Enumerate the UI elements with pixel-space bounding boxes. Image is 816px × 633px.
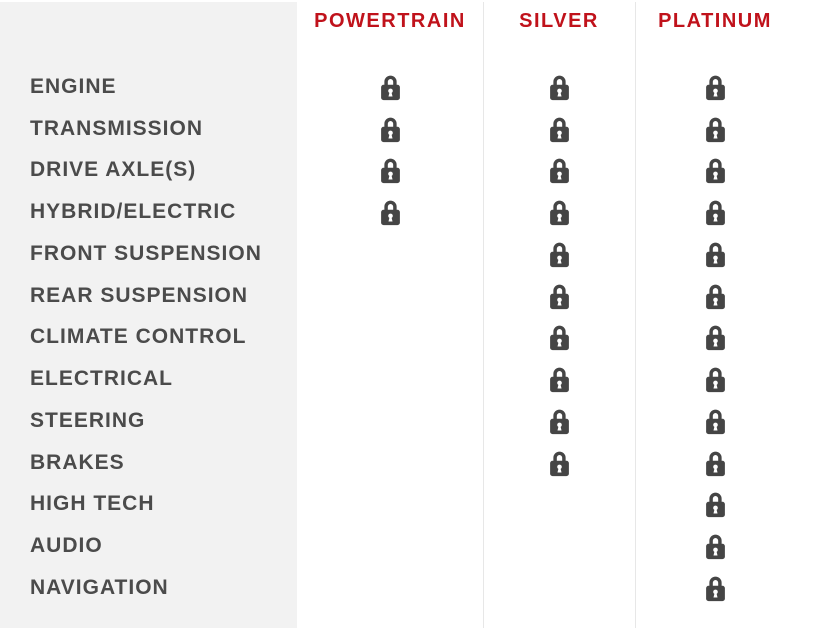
column-divider — [635, 2, 636, 628]
coverage-cell-platinum — [635, 108, 795, 150]
coverage-cell-silver — [483, 275, 635, 317]
coverage-cell-platinum — [635, 567, 795, 609]
coverage-cell-powertrain — [297, 108, 483, 150]
lock-icon — [705, 576, 725, 602]
row-label: ELECTRICAL — [30, 367, 173, 391]
coverage-cell-powertrain — [297, 233, 483, 275]
coverage-cell-silver — [483, 317, 635, 359]
label-column-background — [0, 2, 297, 628]
lock-icon — [705, 117, 725, 142]
coverage-cell-silver — [483, 525, 635, 567]
coverage-cell-platinum — [635, 150, 795, 192]
coverage-cell-powertrain — [297, 525, 483, 567]
row-label: STEERING — [30, 408, 146, 432]
lock-icon — [549, 284, 569, 309]
lock-icon — [705, 242, 725, 268]
coverage-cell-silver — [483, 484, 635, 526]
lock-icon — [380, 200, 400, 226]
coverage-comparison-table: POWERTRAIN SILVER PLATINUM ENGINE TRANSMI… — [0, 0, 795, 609]
lock-icon — [705, 451, 725, 476]
row-label: DRIVE AXLE(S) — [30, 158, 197, 182]
column-header-silver: SILVER — [519, 10, 599, 32]
lock-icon — [380, 75, 400, 101]
coverage-cell-platinum — [635, 66, 795, 108]
coverage-cell-silver — [483, 567, 635, 609]
coverage-cell-platinum — [635, 484, 795, 526]
lock-icon — [549, 159, 569, 184]
coverage-cell-powertrain — [297, 442, 483, 484]
coverage-cell-platinum — [635, 317, 795, 359]
coverage-cell-powertrain — [297, 358, 483, 400]
lock-icon — [705, 409, 725, 435]
row-label: CLIMATE CONTROL — [30, 325, 247, 349]
row-label: NAVIGATION — [30, 575, 169, 599]
lock-icon — [705, 326, 725, 351]
column-divider — [483, 2, 484, 628]
coverage-cell-platinum — [635, 400, 795, 442]
lock-icon — [549, 367, 569, 393]
lock-icon — [549, 75, 569, 101]
lock-icon — [549, 242, 569, 268]
coverage-cell-powertrain — [297, 275, 483, 317]
coverage-cell-platinum — [635, 275, 795, 317]
coverage-cell-powertrain — [297, 191, 483, 233]
coverage-cell-powertrain — [297, 150, 483, 192]
coverage-cell-platinum — [635, 191, 795, 233]
lock-icon — [549, 326, 569, 351]
coverage-cell-silver — [483, 358, 635, 400]
lock-icon — [380, 117, 400, 142]
lock-icon — [705, 200, 725, 226]
coverage-cell-silver — [483, 150, 635, 192]
lock-icon — [705, 75, 725, 101]
coverage-cell-silver — [483, 66, 635, 108]
lock-icon — [380, 159, 400, 184]
lock-icon — [705, 159, 725, 184]
lock-icon — [549, 117, 569, 142]
coverage-cell-powertrain — [297, 66, 483, 108]
row-label: HYBRID/ELECTRIC — [30, 200, 237, 224]
lock-icon — [705, 284, 725, 309]
lock-icon — [705, 493, 725, 518]
lock-icon — [705, 534, 725, 560]
coverage-cell-platinum — [635, 442, 795, 484]
coverage-cell-powertrain — [297, 400, 483, 442]
coverage-cell-silver — [483, 400, 635, 442]
lock-icon — [549, 409, 569, 435]
row-label: ENGINE — [30, 74, 117, 98]
row-label: HIGH TECH — [30, 492, 155, 516]
row-label: AUDIO — [30, 534, 103, 558]
coverage-cell-platinum — [635, 358, 795, 400]
row-label: TRANSMISSION — [30, 116, 204, 140]
coverage-cell-silver — [483, 233, 635, 275]
column-header-platinum: PLATINUM — [658, 10, 772, 32]
coverage-cell-silver — [483, 442, 635, 484]
coverage-cell-silver — [483, 191, 635, 233]
coverage-cell-powertrain — [297, 317, 483, 359]
corner-cell — [0, 0, 297, 66]
coverage-cell-platinum — [635, 525, 795, 567]
row-label: BRAKES — [30, 450, 125, 474]
coverage-cell-platinum — [635, 233, 795, 275]
lock-icon — [549, 200, 569, 226]
column-header-powertrain: POWERTRAIN — [314, 10, 466, 32]
row-label: REAR SUSPENSION — [30, 283, 249, 307]
lock-icon — [549, 451, 569, 476]
lock-icon — [705, 367, 725, 393]
coverage-cell-powertrain — [297, 484, 483, 526]
row-label: FRONT SUSPENSION — [30, 241, 262, 265]
coverage-cell-powertrain — [297, 567, 483, 609]
coverage-cell-silver — [483, 108, 635, 150]
